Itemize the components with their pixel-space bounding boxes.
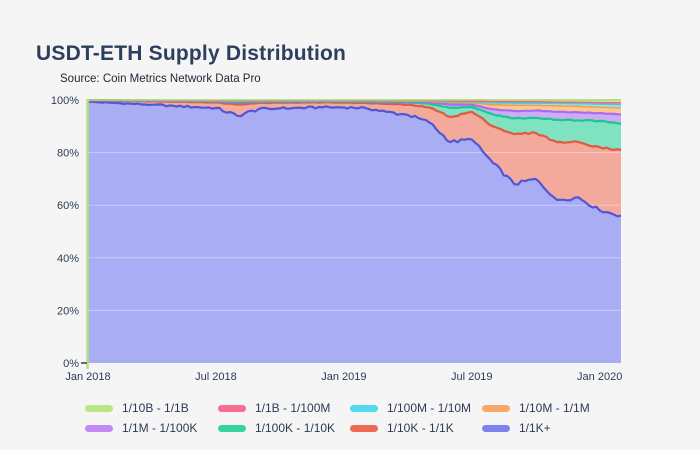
legend-label: 1/10K - 1/1K [387,421,454,435]
legend-item-1-10b-1-1b[interactable]: 1/10B - 1/1B [85,401,218,415]
legend-swatch-1-10m-1-1m [482,404,510,412]
legend-label: 1/1B - 1/100M [255,401,331,415]
legend-item-1-10k-1-1k[interactable]: 1/10K - 1/1K [350,421,482,435]
legend-swatch-1-1b-1-100m [218,404,246,412]
x-tick-label: Jan 2018 [65,371,110,383]
stacked-area-chart: 0% 20% 40% 60% 80% 100% Jan 2018 Jul 2018 Jan 20… [51,95,622,383]
area-band-1-10m-1-1m [88,100,621,115]
legend-label: 1/100M - 1/10M [387,401,472,415]
legend-label: 1/1M - 1/100K [122,421,198,435]
y-tick-label: 80% [57,148,79,160]
chart-source: Source: Coin Metrics Network Data Pro [60,73,261,85]
legend-label: 1/1K+ [519,421,551,435]
legend-item-1-100k-1-10k[interactable]: 1/100K - 1/10K [218,421,350,435]
y-tick-label: 60% [57,200,79,212]
x-tick-label: Jul 2019 [451,371,493,383]
legend-label: 1/100K - 1/10K [255,421,336,435]
y-tick-label: 20% [57,305,79,317]
y-tick-label: 0% [63,358,79,370]
legend-swatch-1-1m-1-100k [85,424,113,432]
area-band-1-1k [88,101,621,363]
legend-swatch-1-1k [482,424,510,432]
legend-item-1-1b-1-100m[interactable]: 1/1B - 1/100M [218,401,350,415]
y-tick-label: 100% [51,95,79,107]
y-tick-label: 40% [57,253,79,265]
legend-item-1-100m-1-10m[interactable]: 1/100M - 1/10M [350,401,482,415]
legend-swatch-1-10k-1-1k [350,424,378,432]
area-band-1-100m-1-10m [88,100,621,108]
legend-swatch-1-100k-1-10k [218,424,246,432]
chart-legend: 1/10B - 1/1B 1/1B - 1/100M 1/100M - 1/10M 1… [85,398,622,438]
legend-label: 1/10B - 1/1B [122,401,189,415]
chart-title: USDT-ETH Supply Distribution [36,42,347,66]
area-band-1-10k-1-1k [88,100,621,217]
boundary-line-1-1k [87,100,622,218]
legend-label: 1/10M - 1/1M [519,401,590,415]
legend-swatch-1-10b-1-1b [85,404,113,412]
x-tick-label: Jul 2018 [195,371,237,383]
legend-item-1-1m-1-100k[interactable]: 1/1M - 1/100K [85,421,218,435]
legend-item-1-10m-1-1m[interactable]: 1/10M - 1/1M [482,401,622,415]
x-tick-label: Jan 2020 [577,371,622,383]
legend-item-1-1k[interactable]: 1/1K+ [482,421,622,435]
legend-swatch-1-100m-1-10m [350,404,378,412]
x-tick-label: Jan 2019 [321,371,366,383]
